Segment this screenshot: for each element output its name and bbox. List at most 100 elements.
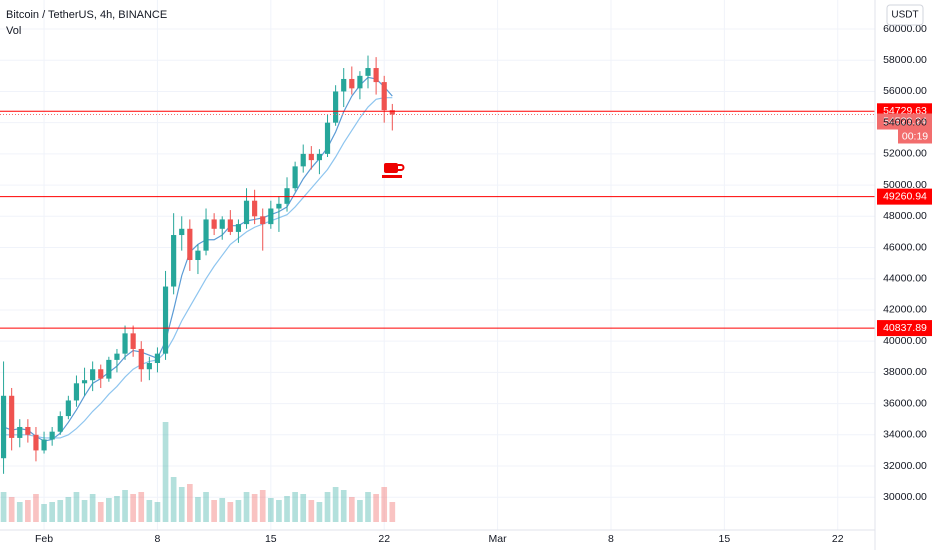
volume-bar [8, 497, 15, 522]
y-tick-label: 30000.00 [883, 491, 927, 503]
currency-box[interactable] [886, 4, 924, 26]
y-tick-label: 60000.00 [883, 23, 927, 35]
volume-bar [259, 490, 266, 522]
grid [0, 0, 875, 530]
volume-bar [316, 502, 323, 522]
volume-bar [373, 494, 379, 522]
volume-bar [114, 496, 120, 522]
volume-bar [65, 497, 72, 522]
volume-bar [25, 500, 31, 522]
candle-body [284, 188, 290, 204]
candle-body [0, 395, 7, 459]
x-tick-label: 22 [832, 533, 844, 545]
currency[interactable]: USDT [891, 10, 918, 21]
volume-bar [235, 500, 242, 522]
candle-body [324, 122, 331, 154]
x-tick-label: Feb [35, 533, 53, 545]
x-tick-label: 8 [608, 533, 614, 545]
coffee-icon [382, 163, 405, 178]
volume-bar [292, 492, 298, 522]
y-tick-label: 42000.00 [883, 304, 927, 316]
volume-bar [154, 502, 161, 522]
cup [384, 163, 398, 173]
volume-bar [251, 494, 258, 522]
volume-bar [41, 504, 47, 522]
volume-bar [284, 496, 290, 522]
candle-body [268, 208, 274, 225]
level-label: 49260.94 [883, 190, 927, 202]
x-tick-label: 15 [719, 533, 731, 545]
candle-body [90, 369, 96, 381]
candle-body [98, 369, 104, 379]
y-tick-label: 36000.00 [883, 397, 927, 409]
volume-bar [365, 492, 371, 522]
volume-bar [332, 487, 339, 522]
volume-bar [162, 422, 169, 522]
y-tick-label: 46000.00 [883, 241, 927, 253]
volume-bar [219, 498, 226, 522]
volume-bar [357, 500, 363, 522]
candle-body [349, 78, 355, 89]
volume-bar [195, 497, 201, 522]
cup-handle [398, 164, 405, 171]
volume-bar [16, 502, 23, 522]
volume-bar [340, 490, 347, 522]
candle-body [333, 91, 339, 123]
y-tick-label: 58000.00 [883, 54, 927, 66]
candle-body [17, 426, 23, 438]
volume-bar [106, 498, 112, 522]
candle-body [300, 153, 306, 167]
volume-bar [276, 500, 282, 522]
level-label-bg [877, 320, 932, 337]
volume-bar [243, 492, 250, 522]
volume-bar [89, 494, 96, 522]
y-tick-label: 50000.00 [883, 179, 927, 191]
candle-body [187, 228, 193, 261]
volume-bar [300, 494, 307, 522]
y-tick-label: 52000.00 [883, 148, 927, 160]
candle-body [260, 216, 266, 225]
axes: 30000.00 32000.00 34000.00 36000.00 38000.00… [35, 23, 927, 545]
y-tick-label: 34000.00 [883, 429, 927, 441]
volume-bar [49, 502, 55, 522]
y-tick-label: 54000.00 [883, 116, 927, 128]
candle-body [138, 348, 144, 370]
candle-body [154, 353, 161, 364]
candle-body [219, 219, 225, 229]
candle-body [381, 82, 387, 111]
volume-bar [187, 484, 193, 522]
volume-bar [203, 492, 209, 522]
volume-bar [267, 498, 274, 522]
candle-body [316, 153, 323, 161]
candle-body [73, 383, 80, 401]
y-tick-label: 38000.00 [883, 366, 927, 378]
candle-body [25, 426, 31, 435]
candle-body [357, 75, 363, 89]
volume-bar [33, 494, 39, 522]
candle-body [57, 416, 63, 432]
candle-body [130, 333, 136, 349]
x-tick-label: 8 [155, 533, 161, 545]
candle-body [9, 395, 15, 438]
volume-bar [211, 500, 217, 522]
candle-body [389, 110, 395, 115]
volume-bar [348, 497, 355, 522]
last-price-label: 54523.24 [883, 115, 927, 127]
candle-body [308, 153, 314, 161]
candle-body [373, 68, 379, 83]
candle-body [65, 400, 71, 417]
candle-body [33, 434, 39, 451]
volume-bar [389, 502, 396, 522]
candle-body [235, 224, 242, 232]
x-tick-label: 15 [265, 533, 277, 545]
candle-body [227, 219, 233, 232]
candle-body [106, 359, 112, 379]
candle-body [211, 219, 217, 229]
candle-body [243, 200, 250, 225]
volume-bar [73, 492, 80, 522]
countdown-bg [898, 129, 932, 144]
volume-bar [97, 502, 104, 522]
